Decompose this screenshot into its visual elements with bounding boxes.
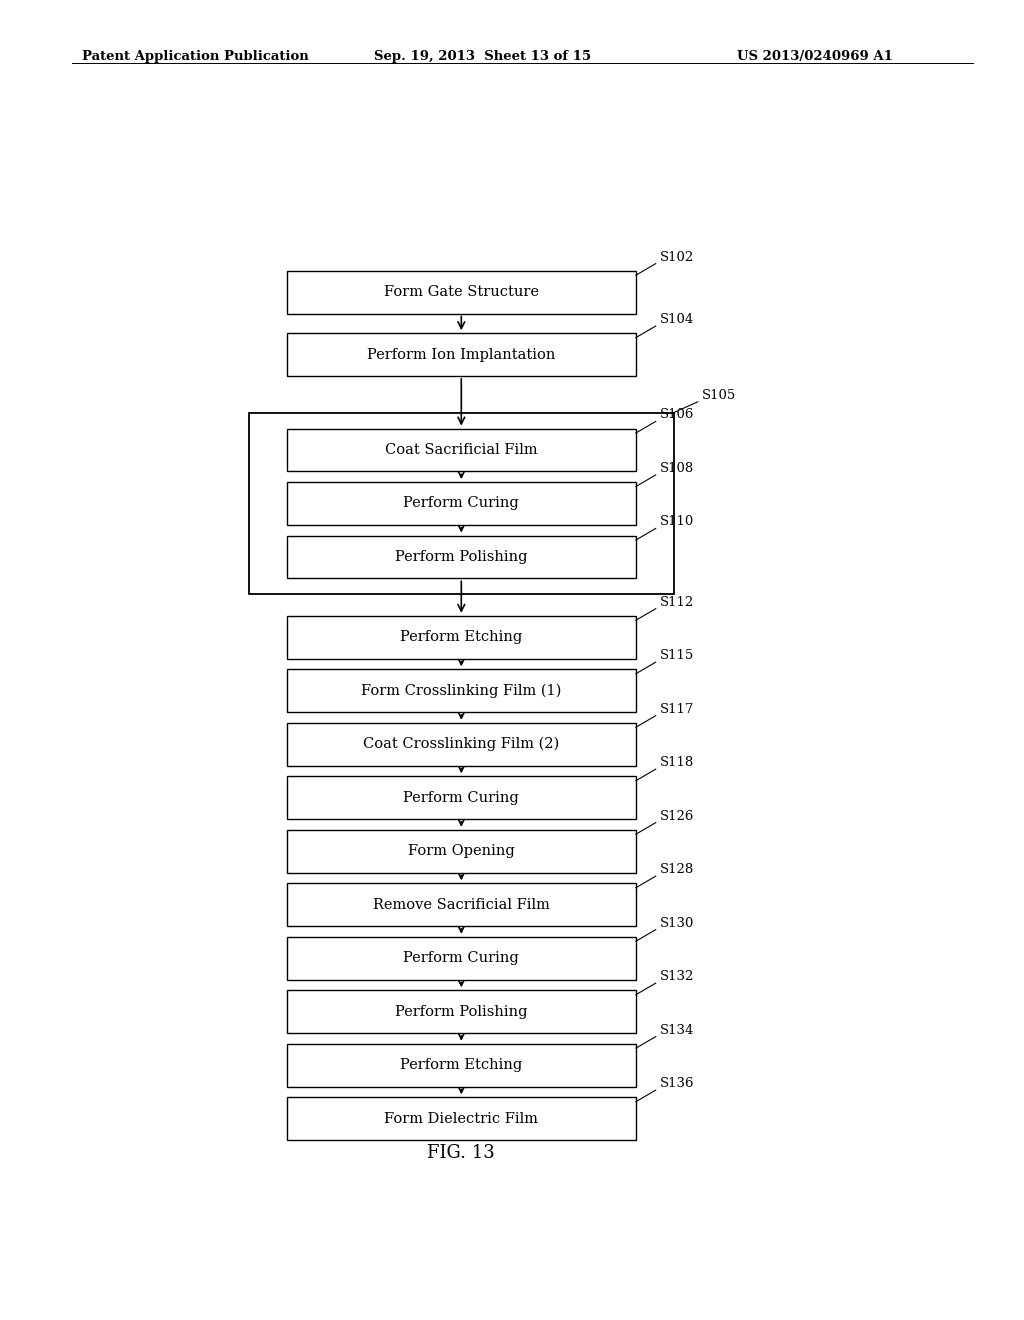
- FancyBboxPatch shape: [287, 723, 636, 766]
- Text: Perform Curing: Perform Curing: [403, 952, 519, 965]
- Text: Form Dielectric Film: Form Dielectric Film: [384, 1111, 539, 1126]
- FancyBboxPatch shape: [287, 429, 636, 471]
- Text: Patent Application Publication: Patent Application Publication: [82, 50, 308, 63]
- Text: Perform Curing: Perform Curing: [403, 496, 519, 511]
- Text: S106: S106: [659, 408, 694, 421]
- Text: S130: S130: [659, 916, 694, 929]
- Text: S115: S115: [659, 649, 694, 663]
- FancyBboxPatch shape: [287, 482, 636, 525]
- Text: S112: S112: [659, 595, 694, 609]
- Text: Perform Etching: Perform Etching: [400, 1059, 522, 1072]
- Text: S110: S110: [659, 515, 694, 528]
- Text: Perform Curing: Perform Curing: [403, 791, 519, 805]
- Text: S105: S105: [701, 389, 736, 401]
- FancyBboxPatch shape: [287, 536, 636, 578]
- Text: Perform Ion Implantation: Perform Ion Implantation: [368, 347, 555, 362]
- Text: S118: S118: [659, 756, 694, 770]
- FancyBboxPatch shape: [287, 937, 636, 979]
- Text: Perform Polishing: Perform Polishing: [395, 550, 527, 564]
- Text: Coat Sacrificial Film: Coat Sacrificial Film: [385, 444, 538, 457]
- FancyBboxPatch shape: [287, 669, 636, 711]
- FancyBboxPatch shape: [287, 1044, 636, 1086]
- Text: Sep. 19, 2013  Sheet 13 of 15: Sep. 19, 2013 Sheet 13 of 15: [374, 50, 591, 63]
- Text: Form Crosslinking Film (1): Form Crosslinking Film (1): [361, 684, 561, 698]
- Text: Form Opening: Form Opening: [408, 845, 515, 858]
- Text: Perform Etching: Perform Etching: [400, 630, 522, 644]
- Text: S128: S128: [659, 863, 694, 876]
- FancyBboxPatch shape: [287, 615, 636, 659]
- Text: FIG. 13: FIG. 13: [427, 1143, 496, 1162]
- Text: S134: S134: [659, 1023, 694, 1036]
- FancyBboxPatch shape: [287, 1097, 636, 1140]
- FancyBboxPatch shape: [287, 776, 636, 818]
- Text: S117: S117: [659, 702, 694, 715]
- Text: Remove Sacrificial Film: Remove Sacrificial Film: [373, 898, 550, 912]
- Text: US 2013/0240969 A1: US 2013/0240969 A1: [737, 50, 893, 63]
- Text: S136: S136: [659, 1077, 694, 1090]
- Text: S132: S132: [659, 970, 694, 983]
- FancyBboxPatch shape: [287, 271, 636, 314]
- Text: Coat Crosslinking Film (2): Coat Crosslinking Film (2): [364, 737, 559, 751]
- FancyBboxPatch shape: [287, 883, 636, 927]
- FancyBboxPatch shape: [287, 333, 636, 376]
- Text: S108: S108: [659, 462, 694, 475]
- Text: S104: S104: [659, 313, 694, 326]
- Text: Perform Polishing: Perform Polishing: [395, 1005, 527, 1019]
- FancyBboxPatch shape: [287, 990, 636, 1034]
- Text: S126: S126: [659, 809, 694, 822]
- Text: Form Gate Structure: Form Gate Structure: [384, 285, 539, 300]
- Text: S102: S102: [659, 251, 694, 264]
- FancyBboxPatch shape: [287, 830, 636, 873]
